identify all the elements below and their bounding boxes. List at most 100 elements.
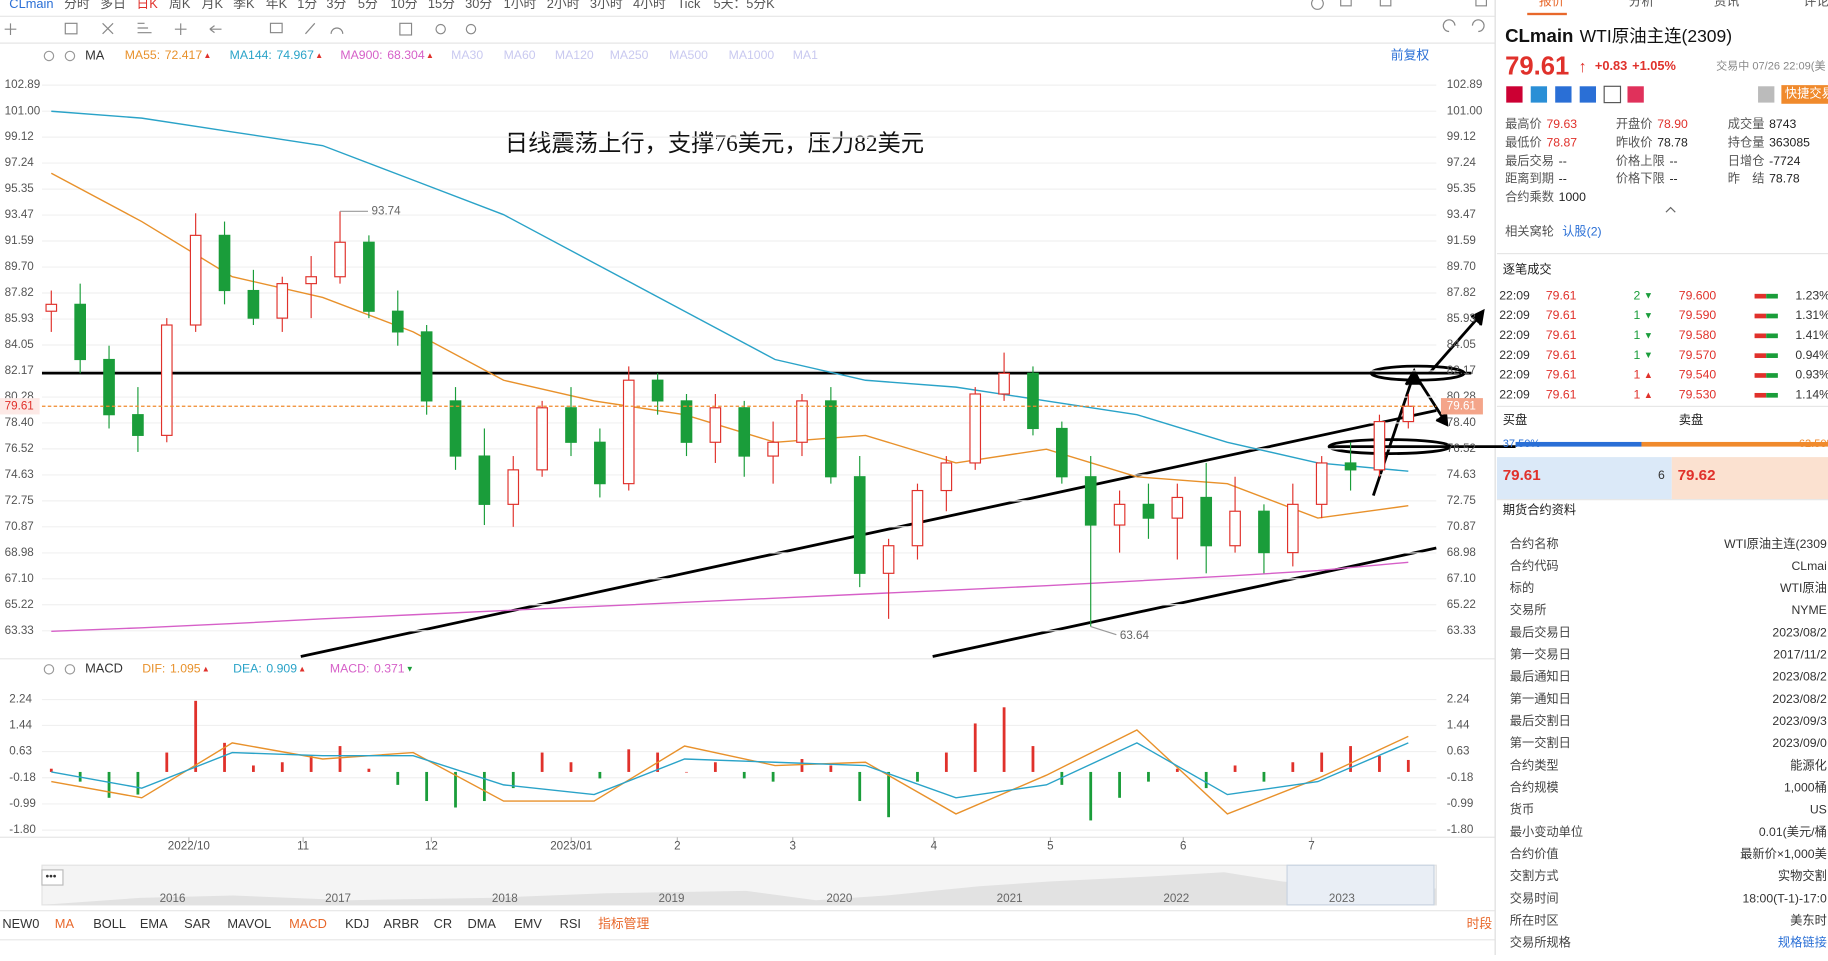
macd-bar xyxy=(280,762,284,772)
period-tab[interactable]: 10分 xyxy=(391,0,418,11)
navigator-year: 2017 xyxy=(325,892,351,905)
chart-annotation: 日线震荡上行，支撑76美元，压力82美元 xyxy=(505,130,924,157)
period-tab[interactable]: 3小时 xyxy=(590,0,623,11)
y-tick-label: 91.59 xyxy=(1447,234,1476,247)
period-tab[interactable]: 1分 xyxy=(297,0,317,11)
period-tab[interactable]: 月K xyxy=(202,0,224,11)
macd-bar xyxy=(309,755,313,772)
period-tab[interactable]: Tick xyxy=(677,0,701,11)
active-tab-underline xyxy=(1527,12,1567,16)
indicator-tab[interactable]: KDJ xyxy=(345,916,369,931)
quote-icons[interactable] xyxy=(1506,85,1828,104)
macd-bar xyxy=(223,742,226,772)
trade-time: 22:09 xyxy=(1499,348,1530,362)
indicator-tab[interactable]: MA xyxy=(55,916,75,931)
period-tab[interactable]: 2小时 xyxy=(547,0,580,11)
y-tick-label: -1.80 xyxy=(1447,823,1474,836)
bid-size: 6 xyxy=(1658,468,1665,482)
symbol-tab[interactable]: CLmain xyxy=(9,0,53,11)
collapse-icon[interactable] xyxy=(1665,206,1676,213)
period-tab[interactable]: 年K xyxy=(266,0,288,11)
quote-tab[interactable]: 评论 xyxy=(1804,0,1828,9)
indicator-tab[interactable]: BOLL xyxy=(93,916,126,931)
period-tab[interactable]: 3分 xyxy=(326,0,346,11)
candle-body xyxy=(132,414,144,436)
candle-body xyxy=(1027,372,1039,430)
trade-price: 79.61 xyxy=(1546,288,1577,302)
indicator-tab[interactable]: NEW0 xyxy=(2,916,39,931)
quote-tab[interactable]: 分析 xyxy=(1629,0,1655,9)
contract-value[interactable]: 规格链接 xyxy=(1778,935,1827,950)
y-tick-label: 65.22 xyxy=(5,598,34,611)
close-icon[interactable] xyxy=(64,664,76,675)
navigator-year: 2019 xyxy=(659,892,685,905)
settings-icon[interactable] xyxy=(43,50,55,62)
macd-bar xyxy=(425,771,429,802)
period-tab[interactable]: 4小时 xyxy=(633,0,666,11)
period-tab[interactable]: 5天：5分K xyxy=(713,0,775,11)
period-tab[interactable]: 30分 xyxy=(465,0,492,11)
quote-tab[interactable]: 报价 xyxy=(1539,0,1565,9)
navigator-menu[interactable] xyxy=(41,869,64,886)
contract-value: 2023/09/3 xyxy=(1772,714,1827,728)
stat-value: 78.78 xyxy=(1657,136,1688,150)
contract-value: WTI原油 xyxy=(1780,581,1827,595)
trade-quote: 79.590 xyxy=(1679,308,1717,322)
contract-label: 交易所 xyxy=(1510,602,1547,617)
stat-label: 昨收价 xyxy=(1616,136,1653,150)
indicator-tab[interactable]: DMA xyxy=(467,916,496,931)
trade-bar xyxy=(1754,333,1767,339)
period-tab[interactable]: 季K xyxy=(233,0,255,11)
y-tick-label: 63.33 xyxy=(5,624,34,637)
macd-bar xyxy=(338,746,342,772)
period-tab[interactable]: 5分 xyxy=(358,0,378,11)
macd-bar xyxy=(598,771,602,779)
stat: 日增仓 -7724 xyxy=(1728,153,1801,168)
quote-tab[interactable]: 资讯 xyxy=(1714,0,1740,9)
indicator-tab[interactable]: MACD xyxy=(289,916,327,931)
indicator-tab[interactable]: RSI xyxy=(560,916,581,931)
close-icon[interactable] xyxy=(64,50,76,62)
period-button[interactable]: 时段 xyxy=(1467,916,1493,931)
trade-bar xyxy=(1766,353,1778,358)
indicator-tab[interactable]: EMA xyxy=(140,916,168,931)
stat-value: 79.63 xyxy=(1546,117,1577,131)
period-tab[interactable]: 多日 xyxy=(100,0,126,11)
period-tab[interactable]: 分时 xyxy=(64,0,90,11)
period-tab[interactable]: 周K xyxy=(169,0,191,11)
quick-trade-button[interactable]: 快捷交易 xyxy=(1785,86,1828,101)
period-tab[interactable]: 1小时 xyxy=(504,0,537,11)
navigator-window[interactable] xyxy=(1286,864,1435,906)
macd-bar xyxy=(771,771,775,782)
indicator-name[interactable]: MA xyxy=(85,47,105,62)
macd-bar xyxy=(136,771,140,795)
bid-price: 79.61 xyxy=(1503,467,1541,484)
legend-entry: MA900: 68.304▲ xyxy=(340,48,433,62)
candle-body xyxy=(103,358,115,416)
macd-line xyxy=(51,742,1409,799)
indicator-tab[interactable]: SAR xyxy=(184,916,210,931)
drawing-tools[interactable] xyxy=(4,0,1488,36)
book-buy: 买盘 xyxy=(1503,412,1527,427)
stat-label: 最低价 xyxy=(1505,136,1542,150)
contract-label: 合约代码 xyxy=(1510,558,1559,573)
indicator-tab[interactable]: EMV xyxy=(514,916,542,931)
y-tick-label: 85.93 xyxy=(1447,312,1476,325)
y-tick-label: 82.17 xyxy=(1447,364,1476,377)
indicator-name[interactable]: MACD xyxy=(85,661,123,676)
x-tick-label: 2022/10 xyxy=(168,840,211,853)
indicator-tab[interactable]: 指标管理 xyxy=(598,916,649,931)
period-tab[interactable]: 15分 xyxy=(428,0,455,11)
candle-body xyxy=(1315,462,1328,505)
contract-label: 标的 xyxy=(1510,580,1534,595)
sell-ratio-bar xyxy=(1641,441,1828,447)
period-tab[interactable]: 日K xyxy=(136,0,158,11)
indicator-tab[interactable]: CR xyxy=(434,916,453,931)
indicator-tab[interactable]: ARBR xyxy=(384,916,420,931)
adjust-mode[interactable]: 前复权 xyxy=(1391,47,1430,62)
warrant-link[interactable]: 认股(2) xyxy=(1562,224,1601,238)
y-tick-label: 93.47 xyxy=(5,208,34,221)
settings-icon[interactable] xyxy=(43,664,55,675)
indicator-tab[interactable]: MAVOL xyxy=(227,916,271,931)
candle-body xyxy=(420,331,433,402)
